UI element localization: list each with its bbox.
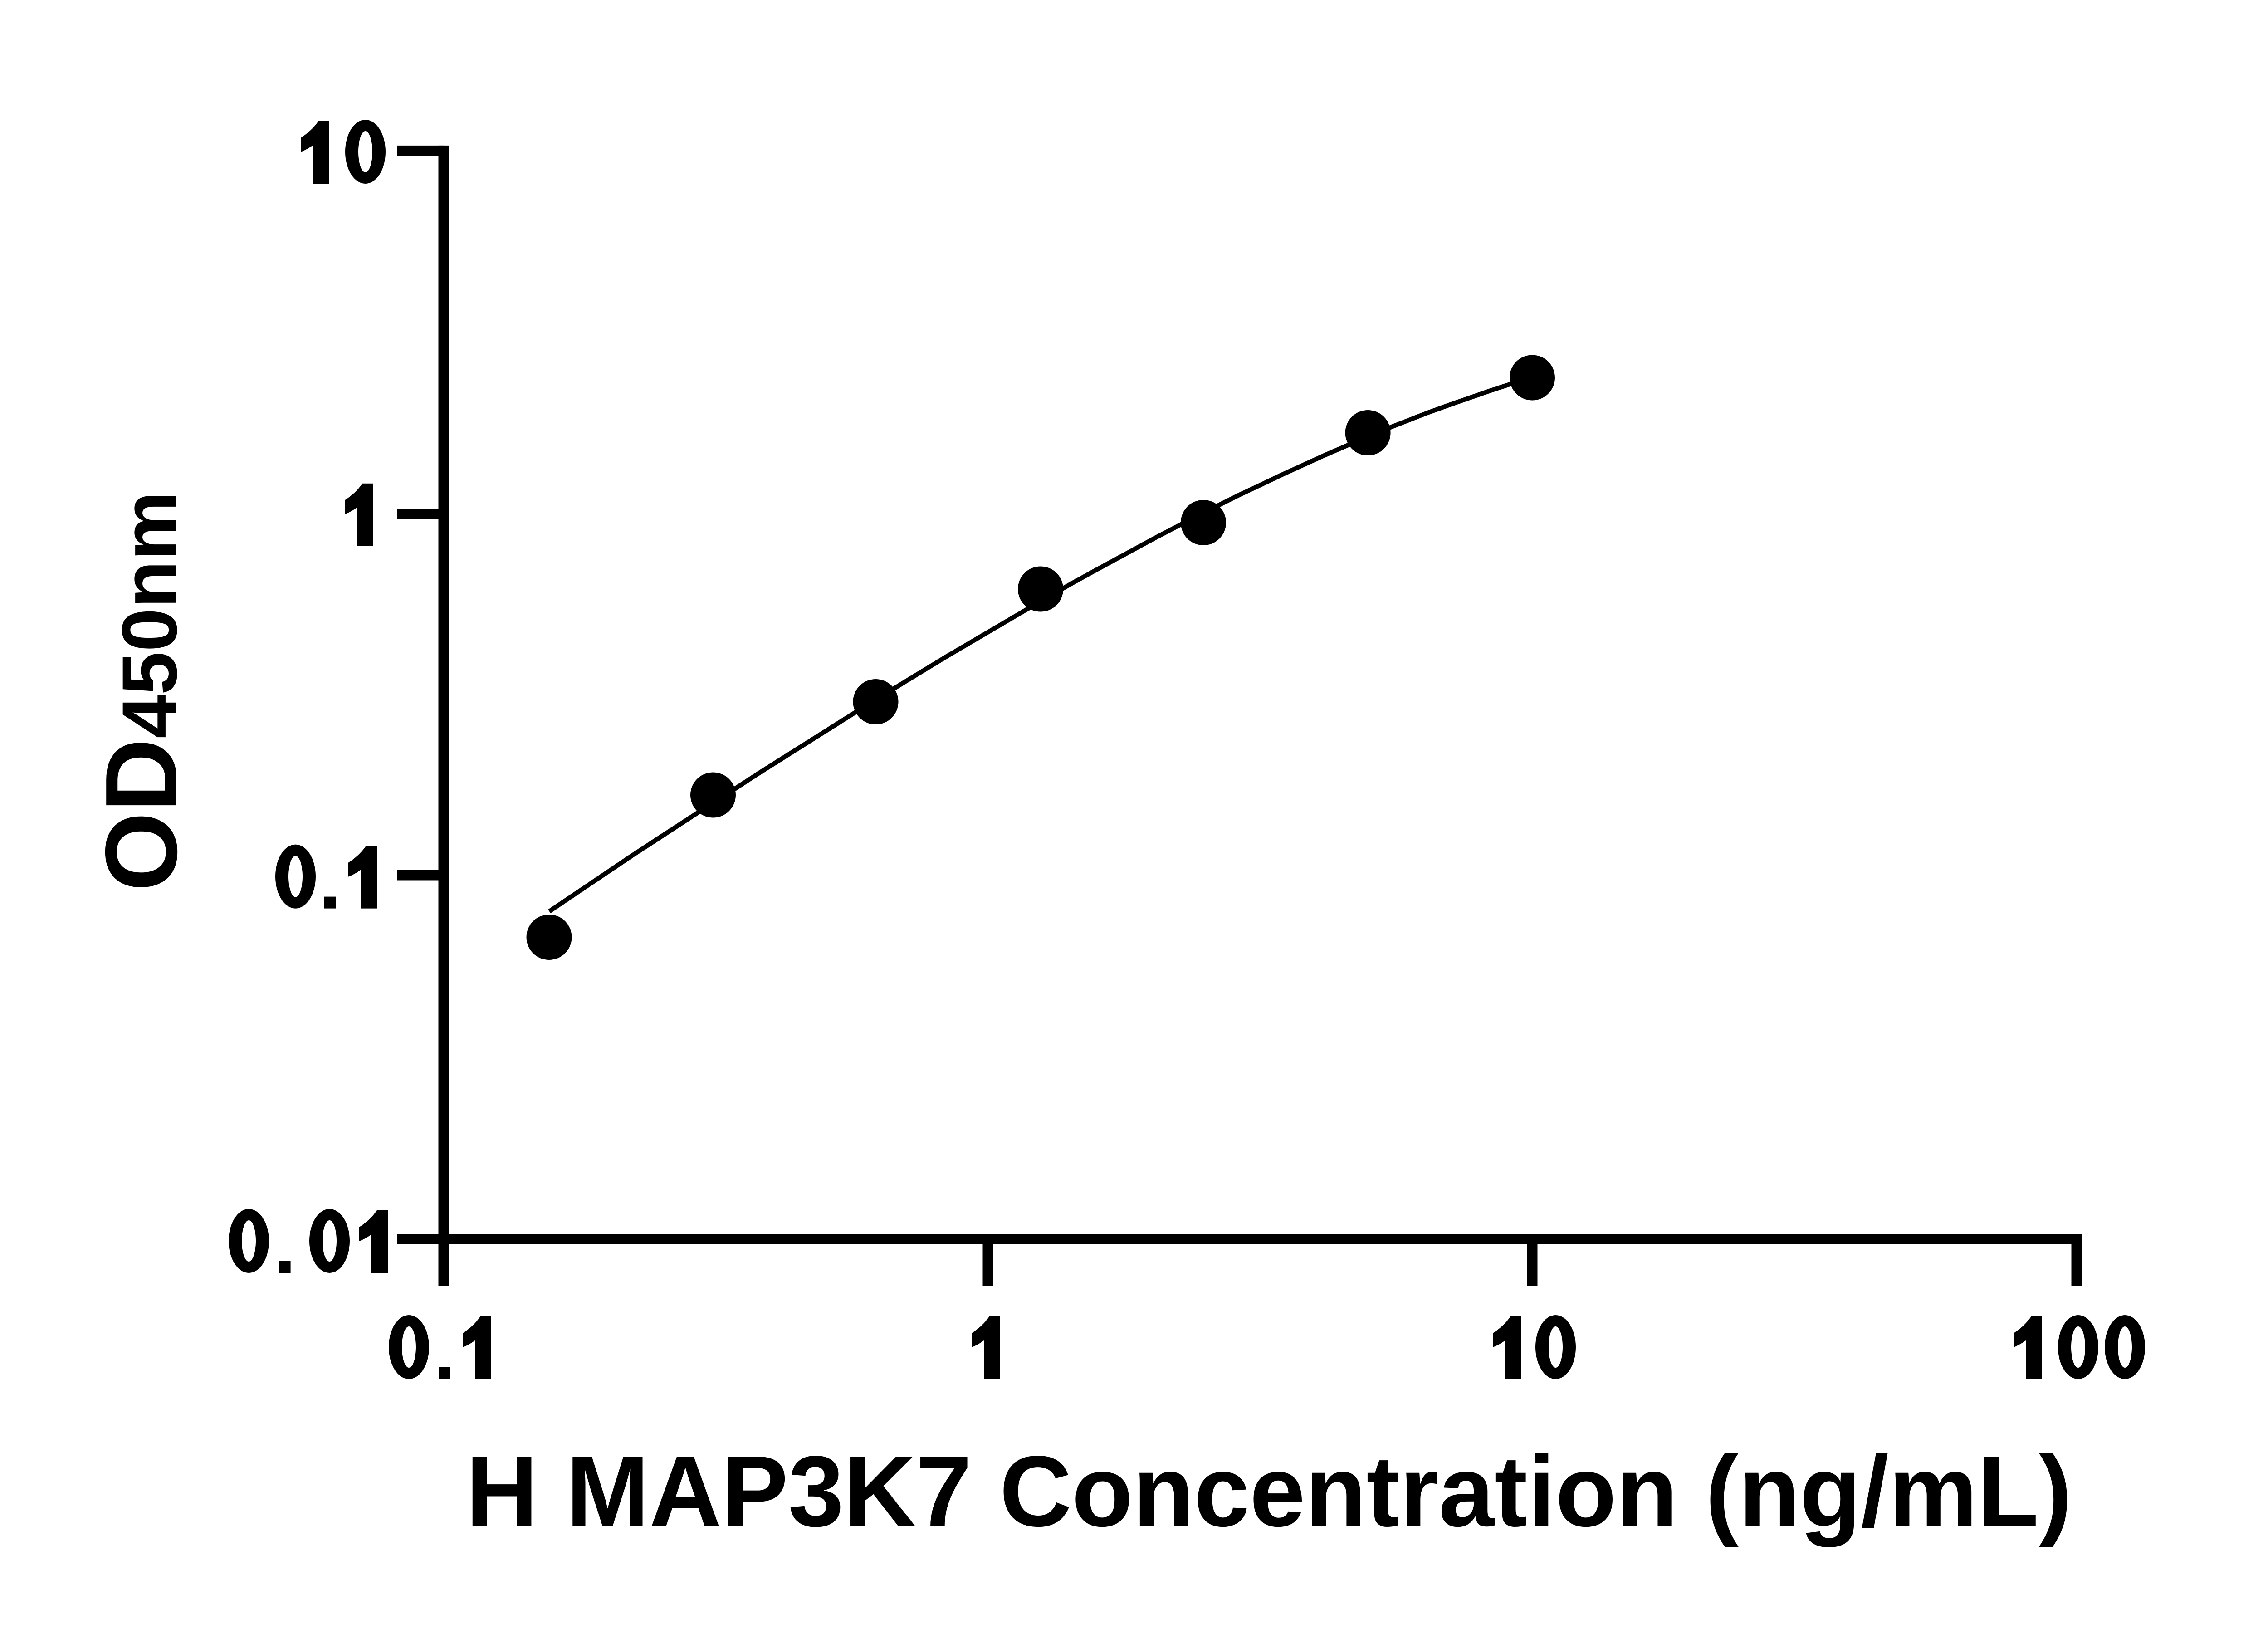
svg-text:OD450nm: OD450nm [84,491,198,891]
svg-text:H MAP3K7 Concentration (ng/mL): H MAP3K7 Concentration (ng/mL) [466,1435,2072,1548]
